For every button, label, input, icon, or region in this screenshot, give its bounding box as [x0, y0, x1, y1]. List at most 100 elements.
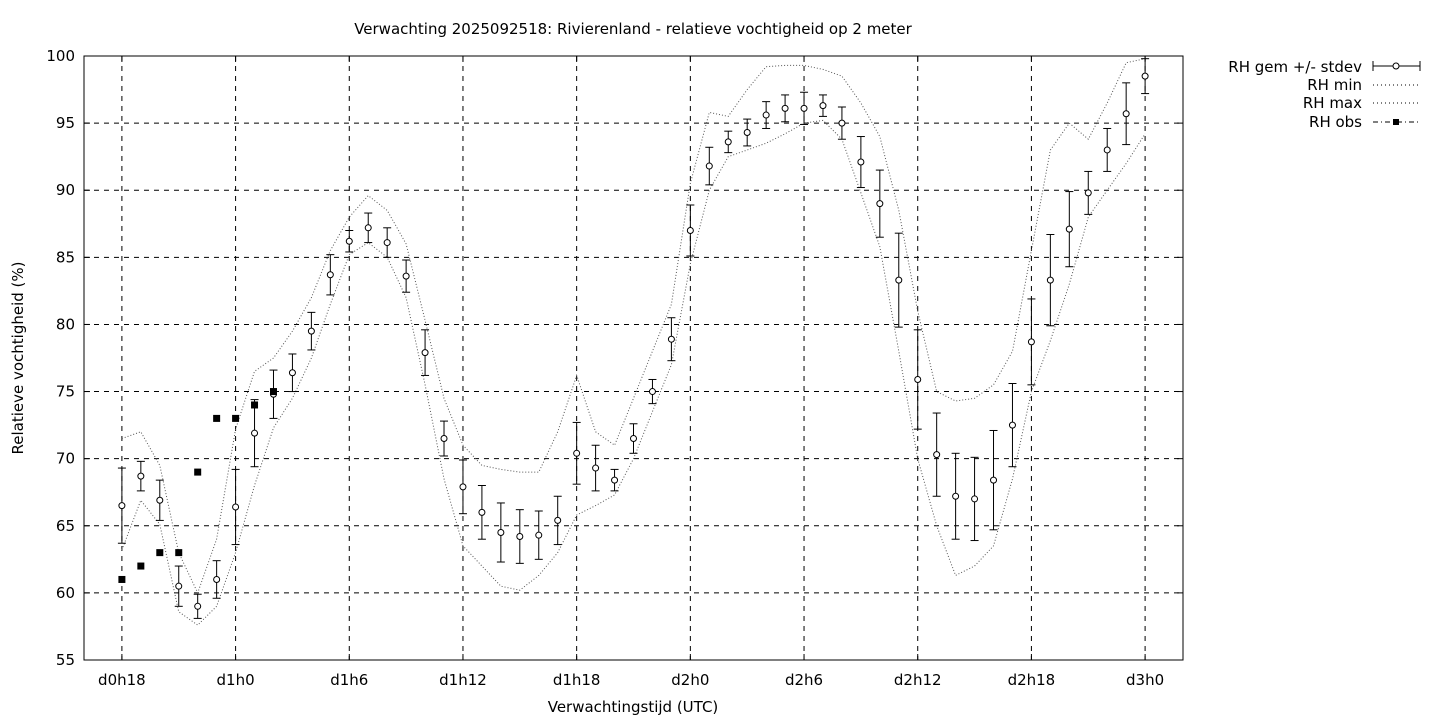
chart-title: Verwachting 2025092518: Rivierenland - r… [354, 20, 912, 38]
mean-point [895, 276, 903, 284]
legend-item-obs: RH obs [1309, 113, 1420, 131]
mean-point [705, 162, 713, 170]
mean-point [933, 451, 941, 459]
grid-lines [84, 56, 1183, 660]
mean-point [194, 602, 202, 610]
plot-frame [83, 55, 1184, 661]
x-tick-label: d3h0 [1126, 671, 1164, 689]
mean-point [232, 503, 240, 511]
x-tick-label: d2h12 [894, 671, 942, 689]
y-axis-label: Relatieve vochtigheid (%) [9, 261, 27, 454]
mean-point [118, 502, 126, 510]
mean-point [364, 224, 372, 232]
rh-max-line [121, 58, 1146, 595]
mean-point [800, 104, 808, 112]
mean-point [251, 429, 259, 437]
mean-point [478, 508, 486, 516]
mean-point [914, 375, 922, 383]
mean-point [288, 369, 296, 377]
mean-point [156, 496, 164, 504]
legend-swatch-obs-marker [1393, 119, 1399, 125]
mean-point [535, 531, 543, 539]
mean-point [440, 435, 448, 443]
y-tick-label: 85 [56, 248, 75, 266]
mean-point [743, 129, 751, 137]
mean-point [383, 239, 391, 247]
x-tick-label: d2h0 [671, 671, 709, 689]
mean-point [838, 119, 846, 127]
mean-point [762, 111, 770, 119]
obs-point [269, 388, 277, 396]
mean-point [857, 158, 865, 166]
y-tick-label: 90 [56, 181, 75, 199]
x-tick-label: d1h6 [330, 671, 368, 689]
mean-point [402, 272, 410, 280]
x-tick-label: d0h18 [98, 671, 146, 689]
y-tick-label: 95 [56, 114, 75, 132]
mean-point [724, 138, 732, 146]
y-tick-label: 75 [56, 383, 75, 401]
obs-point [137, 562, 145, 570]
obs-point [194, 468, 202, 476]
mean-point [971, 495, 979, 503]
mean-point [307, 327, 315, 335]
mean-point [592, 464, 600, 472]
x-axis-label: Verwachtingstijd (UTC) [548, 698, 719, 716]
y-tick-label: 100 [46, 47, 75, 65]
mean-point [781, 104, 789, 112]
obs-point [175, 549, 183, 557]
mean-point [421, 349, 429, 357]
y-tick-label: 80 [56, 315, 75, 333]
mean-point [952, 492, 960, 500]
mean-point [686, 226, 694, 234]
legend-swatch-mean-marker [1392, 62, 1400, 70]
series-rh-mean [117, 58, 1150, 619]
mean-point [137, 472, 145, 480]
mean-point [990, 476, 998, 484]
obs-point [156, 549, 164, 557]
x-tick-label: d2h6 [785, 671, 823, 689]
mean-point [819, 102, 827, 110]
obs-point [251, 401, 259, 409]
legend-item-mean: RH gem +/- stdev [1228, 58, 1421, 76]
legend-label-min: RH min [1307, 76, 1362, 94]
mean-point [1065, 225, 1073, 233]
mean-point [213, 575, 221, 583]
series-rh-min [121, 119, 1146, 626]
mean-point [1141, 72, 1149, 80]
mean-point [1122, 110, 1130, 118]
mean-point [497, 528, 505, 536]
mean-point [648, 388, 656, 396]
mean-point [345, 237, 353, 245]
series-rh-max [121, 58, 1146, 595]
y-tick-label: 70 [56, 450, 75, 468]
mean-point [459, 483, 467, 491]
y-tick-label: 65 [56, 517, 75, 535]
mean-point [1046, 276, 1054, 284]
legend-label-obs: RH obs [1309, 113, 1362, 131]
y-tick-label: 60 [56, 584, 75, 602]
axis-ticks: 55 60 65 70 75 80 85 90 95 100 d0h18 d1h0 d1h6 d1h12 d… [46, 47, 1183, 689]
mean-point [630, 435, 637, 443]
mean-point [876, 200, 884, 208]
mean-point [175, 582, 183, 590]
x-tick-label: d1h0 [217, 671, 255, 689]
x-tick-label: d2h18 [1008, 671, 1056, 689]
obs-point [232, 414, 240, 422]
mean-point [667, 335, 675, 343]
obs-point [118, 575, 126, 583]
legend-label-max: RH max [1303, 94, 1362, 112]
series-rh-obs [118, 388, 277, 583]
y-tick-label: 55 [56, 651, 75, 669]
mean-point [326, 271, 334, 279]
mean-point [1008, 421, 1016, 429]
mean-point [516, 533, 524, 541]
mean-point [1027, 338, 1035, 346]
mean-point [1103, 146, 1111, 154]
legend: RH gem +/- stdev RH min RH max RH obs [1228, 58, 1421, 131]
legend-item-min: RH min [1307, 76, 1420, 94]
x-tick-label: d1h12 [439, 671, 487, 689]
obs-point [213, 414, 221, 422]
mean-point [573, 449, 581, 457]
